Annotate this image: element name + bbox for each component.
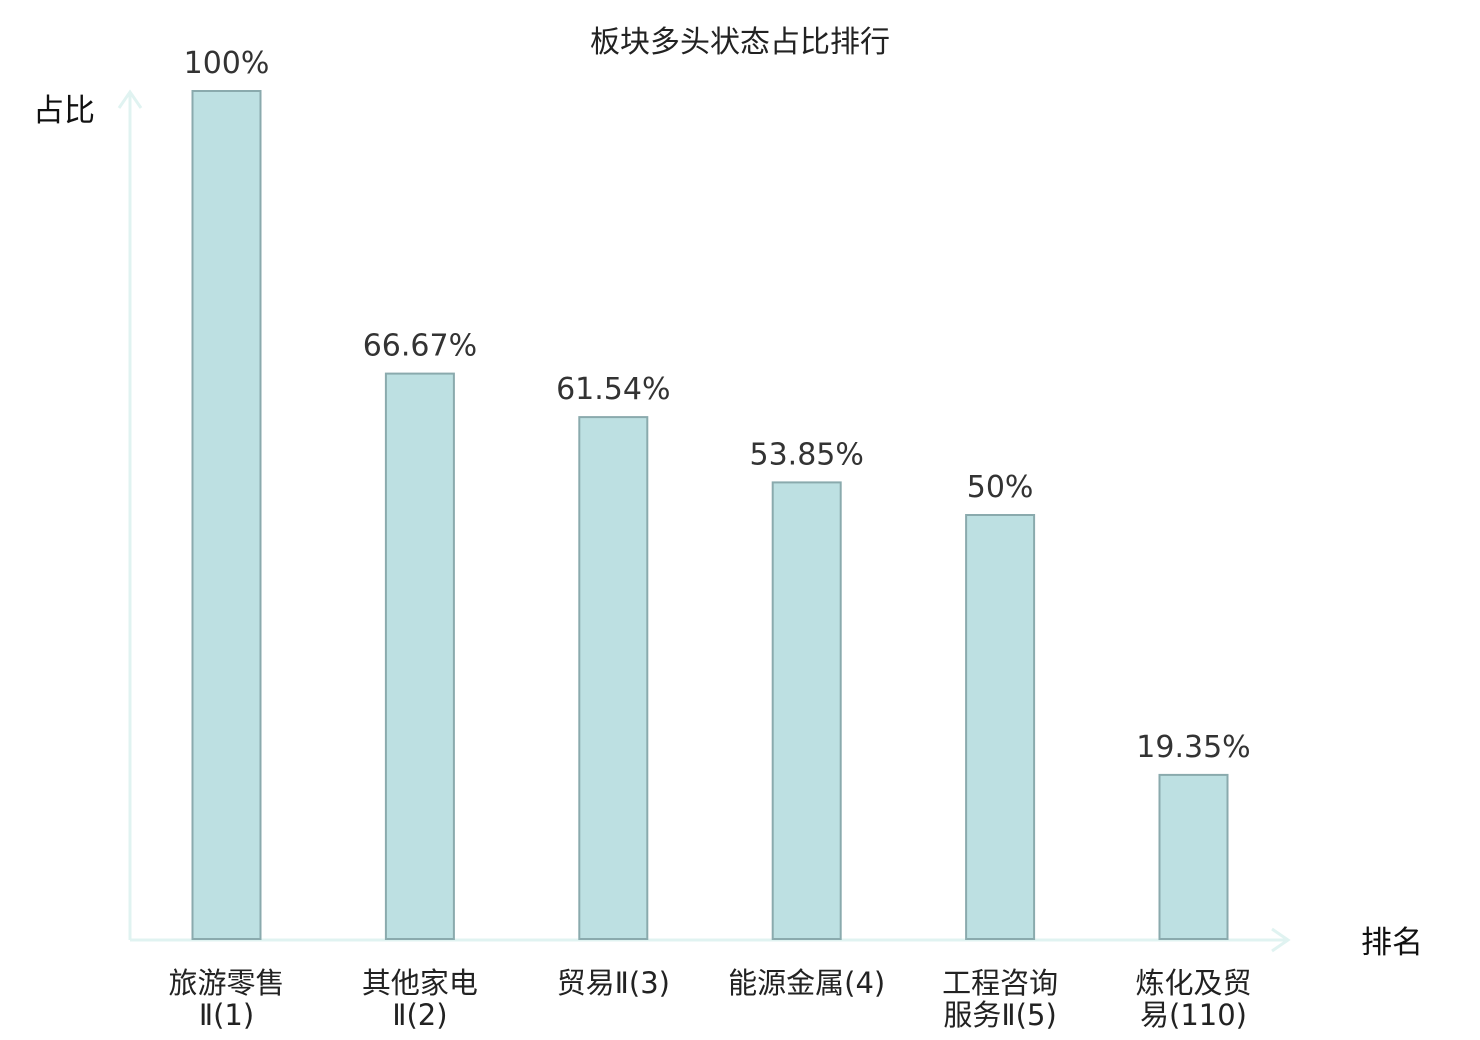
bar-3 — [578, 416, 649, 941]
x-axis-label: 排名 — [1361, 925, 1423, 961]
value-label-6: 19.35% — [1136, 730, 1250, 765]
category-label-6-line-1: 炼化及贸 — [1135, 966, 1251, 1000]
chart-title: 板块多头状态占比排行 — [590, 25, 890, 60]
category-label-2-line-2: Ⅱ(2) — [392, 998, 447, 1032]
value-label-2: 66.67% — [363, 329, 477, 364]
category-label-1-line-2: Ⅱ(1) — [199, 998, 254, 1032]
category-label-5-line-2: 服务Ⅱ(5) — [943, 998, 1056, 1032]
y-axis-label: 占比 — [33, 93, 95, 129]
bar-6 — [1158, 773, 1229, 941]
bar-4 — [771, 481, 842, 940]
value-labels-group: 100% 66.67% 61.54% 53.85% 50% 19.35% — [184, 46, 1251, 765]
value-label-5: 50% — [967, 470, 1034, 505]
bar-5 — [965, 514, 1036, 940]
category-label-3-line-1: 贸易Ⅱ(3) — [557, 966, 670, 1000]
category-label-6-line-2: 易(110) — [1140, 998, 1247, 1032]
category-label-5-line-1: 工程咨询 — [942, 966, 1058, 1000]
bars-group — [191, 90, 1229, 941]
value-label-4: 53.85% — [750, 437, 864, 472]
value-label-3: 61.54% — [556, 372, 670, 407]
category-label-2-line-1: 其他家电 — [362, 966, 478, 1000]
value-label-1: 100% — [184, 46, 270, 81]
y-axis-arrow-icon — [117, 89, 143, 109]
category-label-4-line-1: 能源金属(4) — [728, 966, 885, 1000]
bar-2 — [384, 372, 455, 941]
bar-1 — [191, 90, 262, 940]
category-label-1-line-1: 旅游零售 — [168, 966, 284, 1000]
x-axis-arrow-icon — [1271, 927, 1291, 953]
